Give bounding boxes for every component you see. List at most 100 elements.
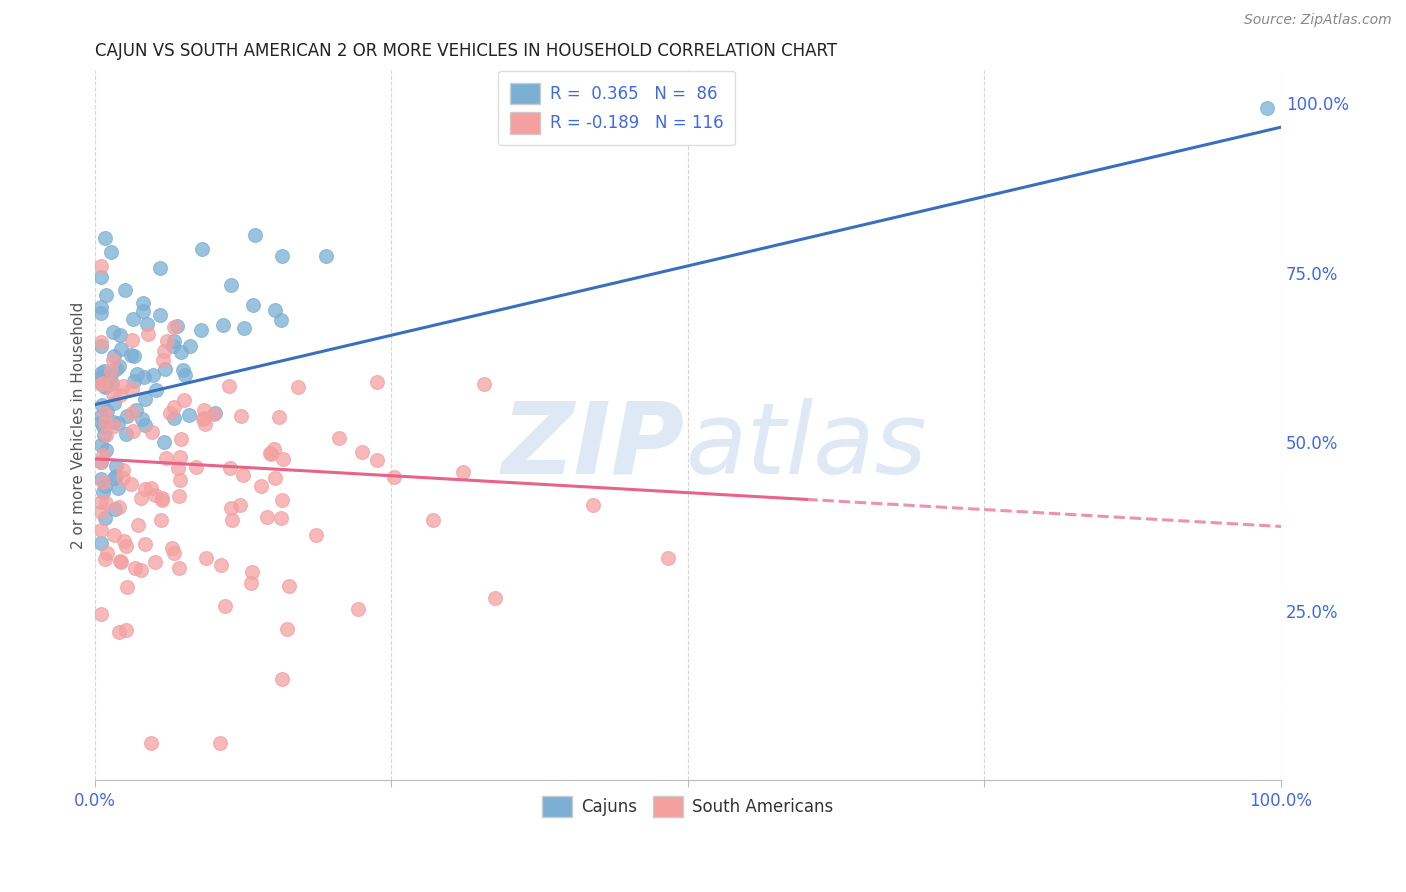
Point [160,541,183,556]
Point [173,392,195,407]
Point [159,406,181,420]
Point [100,245,122,260]
Point [94,552,117,566]
Point [179,339,201,353]
Point [582,498,605,512]
Point [141,481,163,495]
Point [366,376,388,390]
Point [91,419,114,434]
Point [219,277,242,292]
Point [103,419,125,434]
Point [89,269,111,284]
Point [328,430,350,444]
Point [134,537,156,551]
Point [152,353,174,368]
Point [132,304,155,318]
Point [93,427,115,442]
Point [108,500,131,515]
Point [112,379,135,393]
Point [89,338,111,352]
Point [162,410,184,425]
Point [219,501,242,516]
Point [94,416,117,430]
Point [270,672,292,686]
Point [111,463,134,477]
Point [96,428,118,442]
Text: Source: ZipAtlas.com: Source: ZipAtlas.com [1244,13,1392,28]
Point [89,377,111,392]
Point [232,468,254,483]
Point [100,364,122,378]
Point [103,395,125,409]
Point [169,450,191,464]
Point [132,369,155,384]
Point [94,511,117,525]
Point [89,472,111,486]
Point [101,325,124,339]
Point [167,489,190,503]
Point [270,493,292,508]
Point [124,561,146,575]
Point [163,320,186,334]
Point [104,469,127,483]
Point [233,320,256,334]
Point [104,362,127,376]
Point [347,602,370,616]
Point [305,528,328,542]
Point [96,496,118,510]
Point [149,260,172,275]
Point [156,334,179,348]
Point [91,376,114,390]
Point [103,386,125,401]
Point [270,248,292,262]
Point [155,451,177,466]
Point [105,458,128,473]
Point [110,555,132,569]
Point [240,565,263,579]
Point [122,311,145,326]
Point [89,409,111,423]
Point [163,546,186,560]
Point [121,382,143,396]
Point [209,558,232,572]
Point [93,478,115,492]
Point [143,488,166,502]
Point [100,368,122,382]
Point [122,374,145,388]
Point [132,295,155,310]
Point [91,448,114,462]
Point [115,624,138,638]
Point [214,599,236,613]
Point [107,481,129,495]
Point [90,376,112,391]
Point [131,563,153,577]
Point [211,318,233,332]
Point [89,494,111,508]
Point [163,334,186,348]
Point [122,424,145,438]
Point [382,470,405,484]
Point [167,461,190,475]
Point [193,403,215,417]
Point [121,406,143,420]
Point [270,510,292,524]
Point [242,298,264,312]
Y-axis label: 2 or more Vehicles in Household: 2 or more Vehicles in Household [72,301,86,549]
Point [191,242,214,256]
Point [89,523,111,537]
Point [150,491,173,505]
Point [89,455,111,469]
Point [256,510,278,524]
Point [135,317,157,331]
Point [89,369,111,384]
Point [260,447,283,461]
Point [110,342,132,356]
Point [125,367,148,381]
Point [94,380,117,394]
Point [472,376,495,391]
Point [166,318,188,333]
Point [229,499,252,513]
Point [451,465,474,479]
Point [89,438,111,452]
Point [145,555,167,569]
